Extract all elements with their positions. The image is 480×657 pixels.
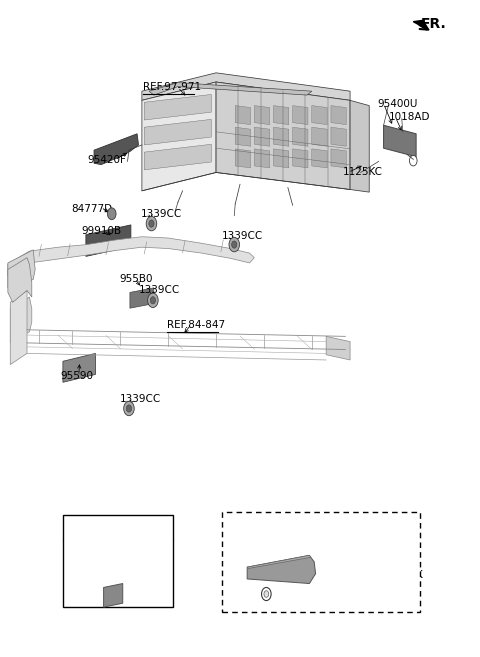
- Text: 1339CC: 1339CC: [222, 231, 263, 241]
- Polygon shape: [142, 73, 350, 101]
- Circle shape: [232, 241, 237, 248]
- Circle shape: [149, 220, 154, 227]
- Polygon shape: [254, 127, 270, 147]
- Text: 95440K: 95440K: [384, 570, 423, 580]
- Text: (SMART KEY): (SMART KEY): [269, 532, 335, 542]
- Circle shape: [108, 208, 116, 219]
- Polygon shape: [94, 134, 139, 165]
- Polygon shape: [10, 297, 32, 343]
- Circle shape: [229, 237, 240, 252]
- Text: 1339CC: 1339CC: [120, 394, 161, 403]
- Text: REF.97-971: REF.97-971: [144, 82, 202, 92]
- Polygon shape: [8, 258, 32, 302]
- Polygon shape: [312, 106, 327, 125]
- Polygon shape: [331, 106, 346, 125]
- Polygon shape: [235, 149, 251, 168]
- Circle shape: [124, 401, 134, 416]
- Polygon shape: [326, 336, 350, 360]
- Polygon shape: [247, 555, 316, 583]
- Text: 1018AD: 1018AD: [388, 112, 430, 122]
- Text: 1339CC: 1339CC: [141, 210, 182, 219]
- Text: 955B0: 955B0: [120, 274, 153, 284]
- Polygon shape: [384, 125, 416, 157]
- Polygon shape: [247, 555, 311, 568]
- Polygon shape: [254, 106, 270, 125]
- Polygon shape: [350, 101, 369, 192]
- Polygon shape: [144, 120, 211, 145]
- Text: 99910B: 99910B: [81, 226, 121, 236]
- Polygon shape: [216, 82, 350, 189]
- Polygon shape: [254, 149, 270, 168]
- Polygon shape: [104, 583, 123, 607]
- Polygon shape: [144, 95, 211, 120]
- Text: 1339CC: 1339CC: [139, 286, 180, 296]
- Text: 95400U: 95400U: [378, 99, 418, 108]
- Circle shape: [148, 293, 158, 307]
- Circle shape: [146, 216, 157, 231]
- Polygon shape: [274, 127, 289, 147]
- Polygon shape: [331, 127, 346, 147]
- Polygon shape: [86, 225, 131, 256]
- Text: 95780C: 95780C: [112, 533, 152, 543]
- Circle shape: [126, 405, 132, 412]
- Bar: [222, 512, 420, 612]
- Circle shape: [262, 587, 271, 600]
- Polygon shape: [8, 250, 35, 290]
- Polygon shape: [293, 127, 308, 147]
- Polygon shape: [142, 82, 216, 191]
- Polygon shape: [413, 20, 429, 30]
- Text: FR.: FR.: [421, 17, 447, 32]
- Polygon shape: [235, 106, 251, 125]
- Polygon shape: [10, 290, 27, 365]
- Text: REF.84-847: REF.84-847: [167, 319, 226, 330]
- Polygon shape: [274, 149, 289, 168]
- Text: 1125KC: 1125KC: [343, 168, 383, 177]
- Polygon shape: [149, 83, 312, 95]
- Text: 95413A: 95413A: [300, 591, 340, 600]
- Polygon shape: [235, 127, 251, 147]
- Polygon shape: [8, 237, 254, 276]
- Circle shape: [264, 591, 269, 597]
- Text: 95590: 95590: [60, 371, 94, 381]
- Polygon shape: [293, 149, 308, 168]
- Text: 84777D: 84777D: [72, 204, 113, 214]
- Polygon shape: [293, 106, 308, 125]
- Polygon shape: [274, 106, 289, 125]
- Polygon shape: [312, 127, 327, 147]
- Bar: [63, 515, 173, 607]
- Polygon shape: [130, 288, 154, 308]
- Polygon shape: [144, 145, 211, 170]
- Polygon shape: [312, 149, 327, 168]
- Circle shape: [409, 156, 417, 166]
- Circle shape: [150, 297, 156, 304]
- Polygon shape: [331, 149, 346, 168]
- Polygon shape: [63, 353, 96, 382]
- Text: 95420F: 95420F: [88, 155, 127, 165]
